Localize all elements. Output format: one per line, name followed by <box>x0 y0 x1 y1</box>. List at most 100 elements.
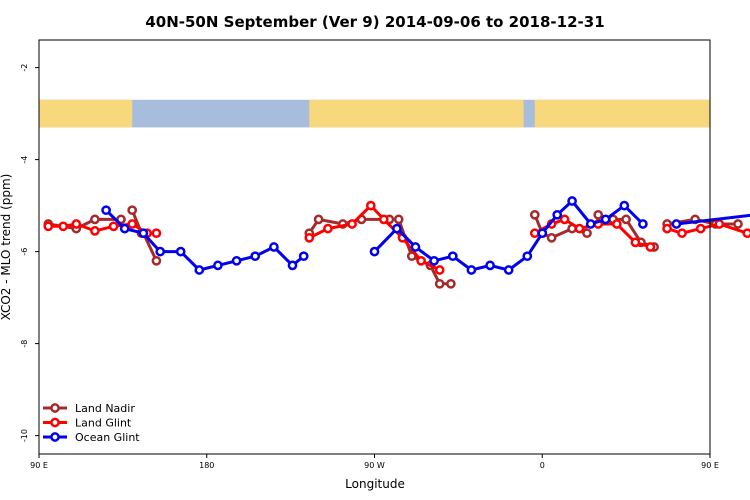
x-tick-label: 90 W <box>364 461 385 470</box>
data-point-ocean-glint <box>671 219 682 229</box>
data-point-ocean-glint <box>552 209 563 220</box>
series-land-nadir <box>43 205 743 289</box>
data-point-ocean-glint <box>619 200 630 211</box>
data-point-ocean-glint <box>231 255 242 266</box>
x-tick-label: 0 <box>540 461 545 470</box>
x-tick-label: 90 E <box>30 461 48 470</box>
data-point-ocean-glint <box>392 223 402 234</box>
data-point-ocean-glint <box>298 251 309 262</box>
series-line-ocean-glint-1 <box>373 199 644 272</box>
data-point-land-nadir <box>582 228 592 239</box>
data-point-ocean-glint <box>447 251 458 262</box>
data-point-ocean-glint <box>503 265 514 275</box>
data-point-land-nadir <box>393 214 404 225</box>
data-point-land-glint <box>90 226 100 236</box>
data-point-land-glint <box>529 228 540 239</box>
data-point-land-nadir <box>446 278 456 289</box>
data-point-land-glint <box>559 214 570 225</box>
legend-item-land-glint: Land Glint <box>43 417 132 430</box>
data-point-ocean-glint <box>250 251 261 262</box>
map-land-span-1 <box>309 99 524 128</box>
x-axis-label: Longitude <box>345 477 405 491</box>
data-point-land-glint <box>365 200 376 211</box>
map-land-span-2 <box>534 99 710 128</box>
data-point-ocean-glint <box>537 228 548 239</box>
legend-item-land-nadir: Land Nadir <box>43 402 135 415</box>
data-point-land-glint <box>742 228 750 239</box>
data-point-land-nadir <box>529 209 540 220</box>
y-tick-label: -6 <box>20 248 29 256</box>
data-point-ocean-glint <box>194 265 205 275</box>
data-point-land-glint <box>304 232 315 243</box>
data-point-ocean-glint <box>119 223 130 234</box>
data-point-land-nadir <box>127 205 138 216</box>
legend-swatch-marker <box>50 432 60 442</box>
legend-item-ocean-glint: Ocean Glint <box>43 431 140 444</box>
world-map-strip <box>39 99 710 128</box>
data-point-land-glint <box>127 219 138 229</box>
map-land-span-0 <box>39 99 133 128</box>
chart-title: 40N-50N September (Ver 9) 2014-09-06 to … <box>145 13 604 31</box>
data-point-land-nadir <box>546 232 557 243</box>
data-point-land-glint <box>151 228 162 239</box>
data-point-ocean-glint <box>522 251 533 262</box>
data-point-land-glint <box>574 223 585 234</box>
data-point-land-glint <box>434 265 445 275</box>
data-point-land-nadir <box>406 251 417 262</box>
data-point-land-nadir <box>90 214 100 225</box>
data-point-land-glint <box>677 228 687 239</box>
x-tick-label: 180 <box>199 461 214 470</box>
data-point-land-glint <box>695 223 706 234</box>
legend-label: Land Nadir <box>75 402 135 415</box>
x-tick-label: 90 E <box>701 461 719 470</box>
data-point-ocean-glint <box>466 265 477 275</box>
data-point-land-glint <box>58 221 69 232</box>
data-point-ocean-glint <box>638 219 648 229</box>
series-ocean-glint <box>101 196 750 275</box>
data-point-ocean-glint <box>269 242 279 252</box>
data-point-ocean-glint <box>410 242 421 252</box>
data-point-ocean-glint <box>213 260 223 271</box>
series-land-glint <box>43 200 750 275</box>
data-point-ocean-glint <box>567 196 577 206</box>
data-point-land-glint <box>108 221 119 232</box>
y-tick-label: -2 <box>20 64 29 72</box>
y-axis-label: XCO2 - MLO trend (ppm) <box>0 174 13 321</box>
data-point-land-nadir <box>593 209 604 220</box>
y-tick-label: -10 <box>20 429 29 442</box>
series-line-land-nadir-3 <box>397 218 451 286</box>
series-layer <box>43 196 750 289</box>
data-point-land-glint <box>43 221 54 232</box>
data-point-land-glint <box>630 237 641 248</box>
y-tick-label: -4 <box>20 156 29 164</box>
legend-label: Ocean Glint <box>75 431 140 444</box>
data-point-land-glint <box>645 242 656 252</box>
data-point-ocean-glint <box>429 255 439 266</box>
data-point-ocean-glint <box>585 219 596 229</box>
data-point-land-nadir <box>733 219 743 229</box>
data-point-ocean-glint <box>485 260 495 271</box>
data-point-land-glint <box>416 255 426 266</box>
data-point-land-nadir <box>621 214 631 225</box>
data-point-ocean-glint <box>287 260 298 271</box>
legend-label: Land Glint <box>75 417 132 430</box>
y-tick-label: -8 <box>20 340 29 348</box>
data-point-land-nadir <box>151 255 162 266</box>
legend-swatch-marker <box>50 417 60 428</box>
data-point-ocean-glint <box>155 246 166 257</box>
data-point-ocean-glint <box>369 246 380 257</box>
data-point-land-glint <box>323 223 333 234</box>
data-point-ocean-glint <box>138 228 149 239</box>
data-point-land-nadir <box>434 278 445 289</box>
data-point-land-glint <box>714 219 725 229</box>
data-point-land-glint <box>347 219 357 229</box>
data-point-land-glint <box>662 223 672 234</box>
data-point-land-glint <box>71 219 82 229</box>
data-point-ocean-glint <box>101 205 111 216</box>
x-axis: 90 E 180 90 W 0 90 E <box>30 454 719 470</box>
y-axis: -2 -4 -6 -8 -10 <box>20 64 39 442</box>
data-point-ocean-glint <box>600 214 611 225</box>
data-point-land-glint <box>611 219 622 229</box>
